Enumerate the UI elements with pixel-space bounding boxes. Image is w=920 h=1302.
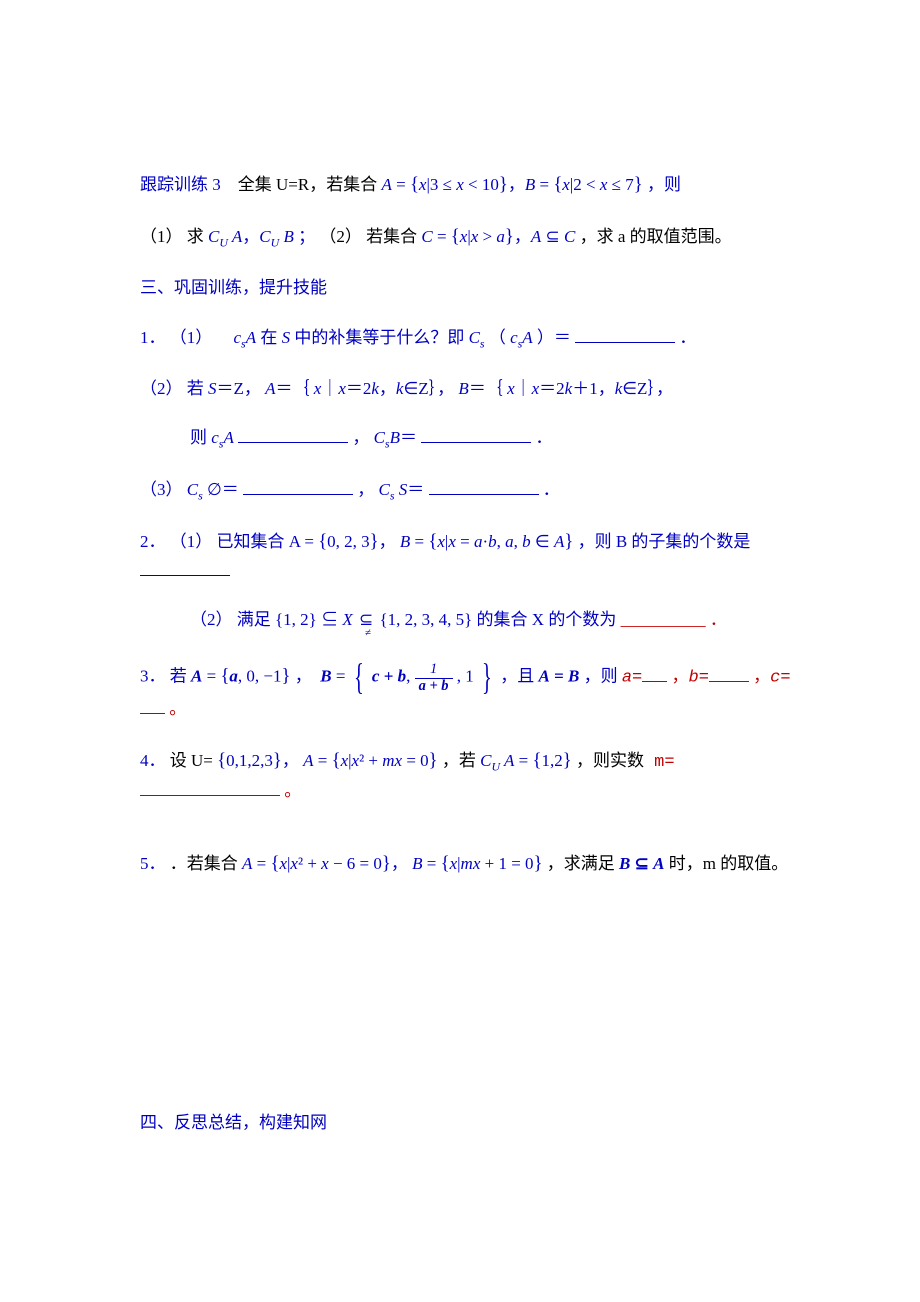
q5-t3: ，求满足: [547, 854, 619, 873]
q4-num: 4．: [140, 751, 166, 770]
q1-1-t2: 在: [260, 328, 281, 347]
q1-part1: 1． （1） csA 在 S 中的补集等于什么？即 Cs （ csA ）＝ ．: [140, 324, 800, 353]
track3-prefix: 全集 U=R，若集合: [238, 175, 382, 194]
q1-3-period: ．: [543, 480, 560, 499]
q2-2-blank: __________: [621, 610, 706, 629]
q1-2-t1: 若: [187, 379, 208, 398]
q1-2b-comma: ，: [352, 428, 373, 447]
q2-2-num: （2）: [190, 610, 233, 629]
q4-period: 。: [284, 781, 301, 800]
blank-q1-3a: [243, 477, 353, 495]
track3-part2-num: （2）: [319, 227, 362, 246]
section-3-title: 三、巩固训练，提升技能: [140, 274, 800, 301]
q3-t4: ，则: [584, 667, 622, 686]
q1-2b-t1: 则: [190, 428, 211, 447]
track3-part1-find: 求: [187, 227, 204, 246]
blank-q3-c: [140, 696, 165, 714]
q1-2-num: （2）: [140, 379, 183, 398]
q2-2-t2: 的集合 X 的个数为: [477, 610, 617, 629]
q2-num: 2．: [140, 532, 166, 551]
q5-t1: ．若集合: [170, 854, 238, 873]
proper-subset-icon: ⊆≠: [359, 606, 373, 633]
q1-3-num: （3）: [140, 480, 183, 499]
q3-t1: 若: [170, 667, 187, 686]
q1-1-period: ．: [679, 328, 696, 347]
q1-1-t3: 中的补集等于什么？即: [294, 328, 468, 347]
blank-q1-1: [575, 325, 675, 343]
tracking-exercise-3-line1: 跟踪训练 3 全集 U=R，若集合 A = {x|3 ≤ x < 10}，B =…: [140, 170, 800, 200]
q5-num: 5．: [140, 854, 166, 873]
q3: 3． 若 A = {a, 0, −1} ， B = { c + b, 1 a +…: [140, 661, 800, 722]
q5: 5． ．若集合 A = {x|x² + x − 6 = 0}， B = {x|m…: [140, 849, 800, 879]
q3-num: 3．: [140, 667, 166, 686]
track3-part1-num: （1）: [140, 227, 183, 246]
q2-2-period: ．: [710, 610, 727, 629]
blank-q1-2a: [238, 425, 348, 443]
q2-1-t1: 已知集合 A: [217, 532, 305, 551]
track3-set-A: A: [381, 175, 391, 194]
q3-t2: ，: [295, 667, 312, 686]
track3-suffix: ，则: [647, 175, 681, 194]
q3-period: 。: [169, 699, 186, 718]
q4-t1: 设 U=: [170, 751, 213, 770]
q4: 4． 设 U= {0,1,2,3}， A = {x|x² + mx = 0} ，…: [140, 746, 800, 804]
q1-1-paren2: ）＝: [537, 328, 571, 347]
track3-part1-semi: ；: [298, 227, 315, 246]
q1-part2-line1: （2） 若 S＝Z， A＝｛ x｜x＝2k，k∈Z｝， B＝｛ x｜x＝2k＋1…: [140, 375, 800, 402]
section-4-title: 四、反思总结，构建知网: [140, 1109, 800, 1136]
track3-part2-find: ，求 a 的取值范围。: [580, 227, 732, 246]
q1-3-empty: ∅＝: [207, 480, 239, 499]
q1-3-comma: ，: [357, 480, 378, 499]
q1-2b-period: ．: [535, 428, 552, 447]
q3-t3: ，且: [500, 667, 538, 686]
q2-part2: （2） 满足 {1, 2} ⊆ X ⊆≠ {1, 2, 3, 4, 5} 的集合…: [190, 606, 800, 633]
blank-q4: [140, 778, 280, 796]
blank-q1-3b: [429, 477, 539, 495]
blank-q2-1: [140, 558, 230, 576]
track3-label: 跟踪训练 3: [140, 175, 221, 194]
q1-1-num: （1）: [170, 328, 213, 347]
page-content: 跟踪训练 3 全集 U=R，若集合 A = {x|3 ≤ x < 10}，B =…: [0, 0, 920, 1258]
q2-1-t3: ，则 B 的子集的个数是: [578, 532, 751, 551]
q1-part3: （3） Cs ∅＝ ， Cs S＝ ．: [140, 476, 800, 505]
q2-1-num: （1）: [170, 532, 213, 551]
fraction-1-over-a-plus-b: 1 a + b: [415, 662, 453, 695]
q2-part1: 2． （1） 已知集合 A = {0, 2, 3}， B = {x|x = a·…: [140, 527, 800, 584]
q1-1-S: S: [282, 328, 291, 347]
track3-part2-if: 若集合: [366, 227, 417, 246]
blank-q3-a: [642, 664, 667, 682]
q1-1-paren: （: [489, 328, 510, 347]
q2-2-t1: 满足: [237, 610, 275, 629]
tracking-exercise-3-line2: （1） 求 CU A，CU B ； （2） 若集合 C = {x|x > a}，…: [140, 222, 800, 252]
q1-num: 1．: [140, 328, 166, 347]
q5-t4: 时，m 的取值。: [669, 854, 788, 873]
q1-part2-line2: 则 csA ， CsB＝ ．: [190, 424, 800, 453]
blank-q1-2b: [421, 425, 531, 443]
blank-q3-b: [709, 664, 749, 682]
